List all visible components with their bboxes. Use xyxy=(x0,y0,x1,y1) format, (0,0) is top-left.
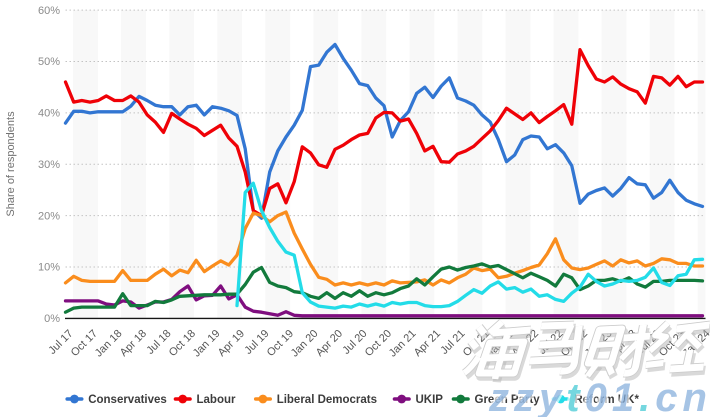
svg-text:Reform UK*: Reform UK* xyxy=(574,394,639,406)
svg-text:Labour: Labour xyxy=(197,394,236,406)
svg-text:Liberal Democrats: Liberal Democrats xyxy=(277,394,377,406)
svg-text:0%: 0% xyxy=(44,313,60,325)
svg-text:10%: 10% xyxy=(38,262,60,274)
svg-text:Green Party: Green Party xyxy=(475,394,541,406)
svg-text:zzyt01.cn: zzyt01.cn xyxy=(488,376,710,417)
svg-text:UKIP: UKIP xyxy=(416,394,444,406)
svg-text:50%: 50% xyxy=(38,56,60,68)
svg-text:zzyt01.cn: zzyt01.cn xyxy=(488,376,710,417)
svg-text:20%: 20% xyxy=(38,210,60,222)
svg-text:60%: 60% xyxy=(38,5,60,17)
svg-text:30%: 30% xyxy=(38,159,60,171)
svg-text:Share of respondents: Share of respondents xyxy=(5,111,17,217)
svg-text:Conservatives: Conservatives xyxy=(88,394,167,406)
svg-text:40%: 40% xyxy=(38,108,60,120)
